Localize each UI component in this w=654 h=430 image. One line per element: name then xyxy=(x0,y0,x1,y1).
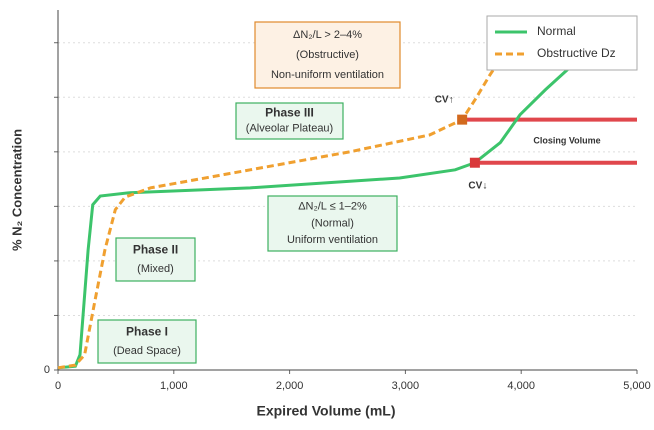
series-line xyxy=(57,17,627,370)
cv-marker xyxy=(457,114,468,125)
annotation-text: (Alveolar Plateau) xyxy=(246,123,333,135)
cv-label: CV↓ xyxy=(468,180,487,191)
series-line xyxy=(57,28,522,370)
x-tick-label: 1,000 xyxy=(160,380,188,392)
cv-label: CV↑ xyxy=(435,94,454,105)
annotation-text: Phase II xyxy=(133,242,178,256)
annotation-text: (Dead Space) xyxy=(113,345,181,357)
x-tick-label: 0 xyxy=(55,380,61,392)
annotation-text: Phase III xyxy=(265,105,314,119)
y-axis-label: % N₂ Concentration xyxy=(9,129,24,251)
annotation-text: (Mixed) xyxy=(137,263,174,275)
annotation-box xyxy=(115,237,196,282)
annotation-text: Uniform ventilation xyxy=(287,234,378,246)
annotation-box xyxy=(235,102,344,140)
legend-label: Normal xyxy=(537,24,576,38)
annotation-text: ΔN₂/L > 2–4% xyxy=(293,29,362,41)
x-tick-label: 2,000 xyxy=(276,380,304,392)
annotation-text: (Normal) xyxy=(311,217,354,229)
x-axis-label: Expired Volume (mL) xyxy=(257,403,396,419)
annotation-text: Phase I xyxy=(126,324,168,338)
annotation-box xyxy=(254,21,401,89)
closing-volume-label: Closing Volume xyxy=(533,136,600,146)
x-tick-label: 3,000 xyxy=(392,380,420,392)
x-tick-label: 4,000 xyxy=(507,380,535,392)
annotation-box xyxy=(97,319,197,364)
annotation-text: (Obstructive) xyxy=(296,49,359,61)
annotation-text: ΔN₂/L ≤ 1–2% xyxy=(298,201,367,213)
cv-marker xyxy=(469,157,480,168)
legend-label: Obstructive Dz xyxy=(537,46,616,60)
x-tick-label: 5,000 xyxy=(623,380,651,392)
annotation-text: Non-uniform ventilation xyxy=(271,69,384,81)
annotation-box xyxy=(267,195,398,252)
y-tick-label: 0 xyxy=(44,364,50,376)
legend-box xyxy=(486,15,638,71)
